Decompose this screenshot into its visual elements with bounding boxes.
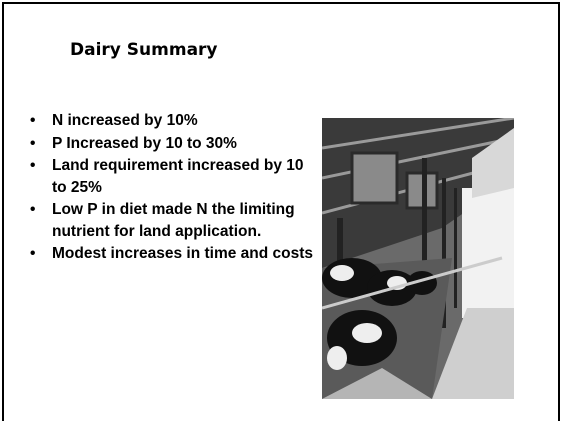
bullet-item: P Increased by 10 to 30% (30, 133, 320, 155)
barn-photo (322, 118, 514, 399)
bullet-item: Low P in diet made N the limiting nutrie… (30, 199, 320, 242)
bullet-item: N increased by 10% (30, 110, 320, 132)
slide-title: Dairy Summary (70, 40, 218, 60)
bullet-list: N increased by 10%P Increased by 10 to 3… (30, 110, 320, 266)
bullet-item: Land requirement increased by 10 to 25% (30, 155, 320, 198)
bullet-item: Modest increases in time and costs (30, 243, 320, 265)
